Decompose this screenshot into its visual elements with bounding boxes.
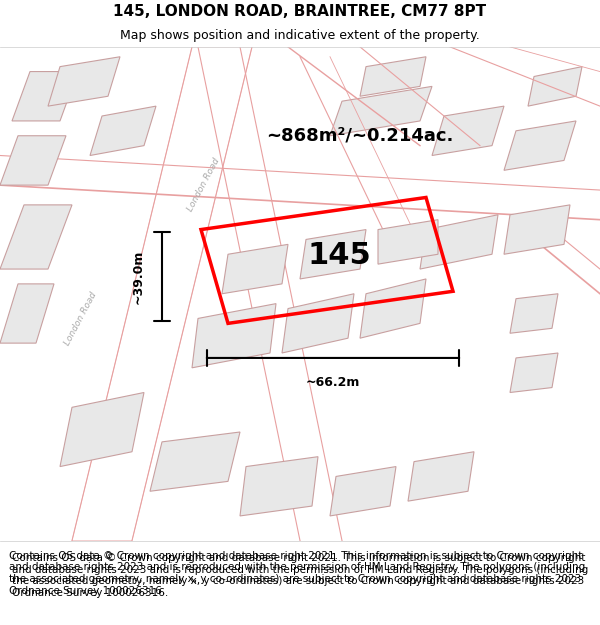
Polygon shape — [432, 106, 504, 156]
Polygon shape — [150, 432, 240, 491]
Polygon shape — [504, 205, 570, 254]
Polygon shape — [0, 136, 66, 185]
Text: 145, LONDON ROAD, BRAINTREE, CM77 8PT: 145, LONDON ROAD, BRAINTREE, CM77 8PT — [113, 4, 487, 19]
Polygon shape — [420, 215, 498, 269]
Text: ~39.0m: ~39.0m — [131, 249, 145, 304]
Text: Contains OS data © Crown copyright and database right 2021. This information is : Contains OS data © Crown copyright and d… — [9, 551, 585, 596]
Polygon shape — [12, 71, 78, 121]
Polygon shape — [504, 121, 576, 170]
Polygon shape — [0, 205, 72, 269]
Polygon shape — [0, 284, 54, 343]
Text: London Road: London Road — [63, 290, 99, 347]
Polygon shape — [282, 294, 354, 353]
Polygon shape — [528, 67, 582, 106]
Polygon shape — [330, 86, 432, 136]
Polygon shape — [222, 244, 288, 294]
Text: Map shows position and indicative extent of the property.: Map shows position and indicative extent… — [120, 29, 480, 42]
Polygon shape — [360, 57, 426, 96]
Polygon shape — [360, 279, 426, 338]
Polygon shape — [510, 294, 558, 333]
Polygon shape — [300, 229, 366, 279]
Polygon shape — [408, 452, 474, 501]
Polygon shape — [192, 304, 276, 368]
Polygon shape — [510, 353, 558, 392]
Text: ~66.2m: ~66.2m — [306, 376, 360, 389]
Text: Contains OS data © Crown copyright and database right 2021. This information is : Contains OS data © Crown copyright and d… — [12, 553, 588, 598]
Polygon shape — [90, 106, 156, 156]
Polygon shape — [48, 57, 120, 106]
Polygon shape — [60, 392, 144, 466]
Polygon shape — [330, 466, 396, 516]
Polygon shape — [378, 219, 438, 264]
Polygon shape — [240, 457, 318, 516]
Text: London Road: London Road — [186, 157, 222, 213]
Text: ~868m²/~0.214ac.: ~868m²/~0.214ac. — [266, 127, 454, 145]
Polygon shape — [72, 47, 252, 541]
Text: 145: 145 — [307, 241, 371, 270]
